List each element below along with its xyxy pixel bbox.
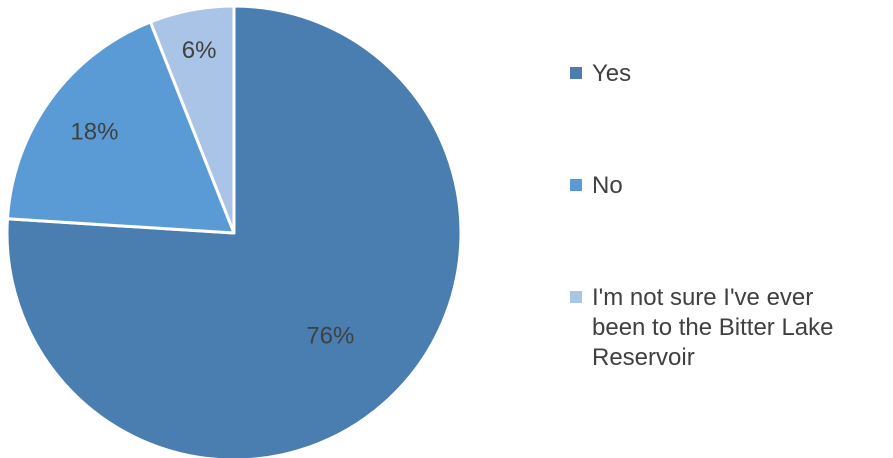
pie-slices — [5, 4, 463, 458]
pie-slice-3 — [148, 4, 236, 235]
legend-swatch-2 — [570, 179, 582, 191]
legend-label-1: Yes — [592, 60, 631, 87]
pie-slice-2 — [5, 20, 236, 235]
legend-label-3: I'm not sure I've ever been to the Bitter… — [592, 284, 834, 371]
data-label-1: 76% — [306, 323, 354, 350]
legend-swatch-3 — [570, 291, 582, 303]
legend-label-2: No — [592, 172, 623, 199]
pie-slice-1 — [5, 4, 463, 458]
pie-data-labels: 76% 18% 6% — [70, 37, 354, 349]
data-label-2: 18% — [70, 119, 118, 146]
legend-swatch-1 — [570, 67, 582, 79]
data-label-3: 6% — [182, 37, 217, 64]
chart-legend: Yes No I'm not sure I've ever been to the B… — [570, 60, 834, 371]
